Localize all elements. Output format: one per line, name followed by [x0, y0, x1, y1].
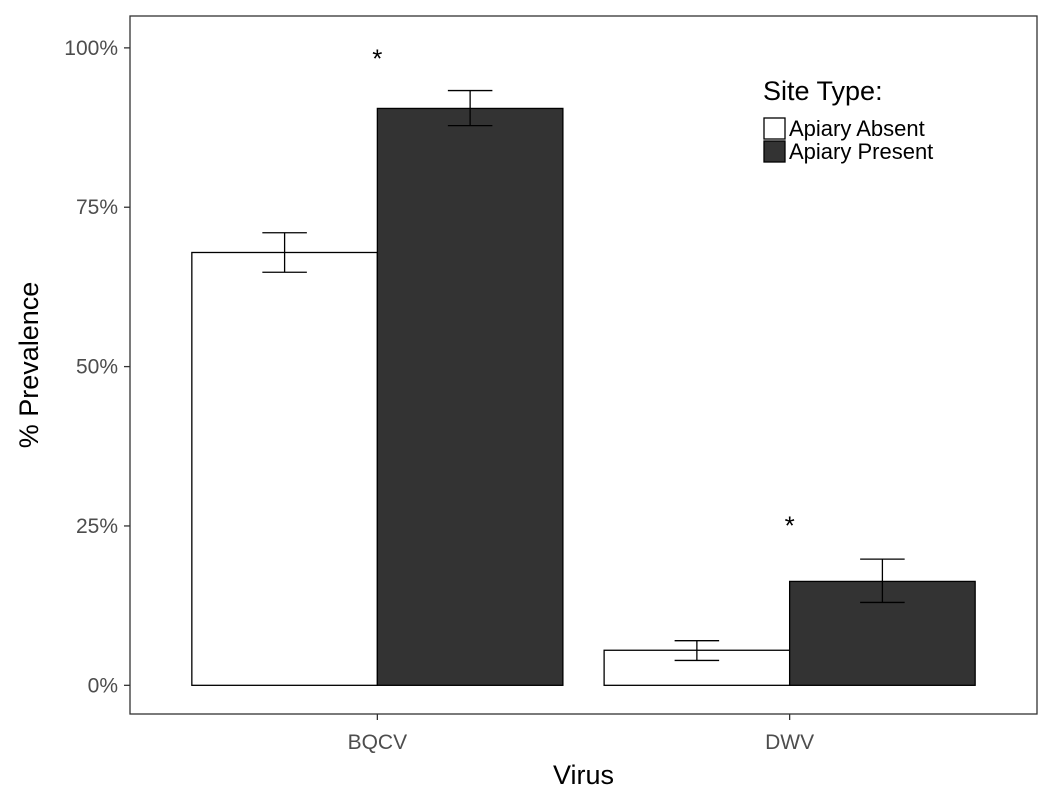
bar-apiary-present-bqcv	[376, 107, 564, 686]
y-axis: 0% 25% 50% 75% 100%	[64, 37, 130, 697]
legend-swatch-apiary-present	[763, 140, 786, 163]
legend-swatch-apiary-absent	[763, 117, 786, 140]
x-axis-title: Virus	[553, 760, 614, 790]
chart-marks: **	[191, 43, 976, 686]
plot-panel-border	[129, 15, 1038, 715]
legend-label-apiary-present: Apiary Present	[789, 139, 933, 164]
error-bar-apiary-present-bqcv	[447, 89, 493, 127]
y-tick-label: 0%	[88, 674, 118, 697]
error-bar-apiary-absent-dwv	[674, 640, 720, 662]
legend-label-apiary-absent: Apiary Absent	[789, 116, 925, 141]
error-bar-apiary-present-dwv	[860, 558, 905, 604]
y-tick-label: 75%	[76, 196, 118, 219]
x-axis: BQCV DWV	[348, 714, 814, 754]
x-tick-label-bqcv: BQCV	[348, 731, 408, 754]
x-tick-label-dwv: DWV	[765, 731, 814, 754]
bar-apiary-absent-bqcv	[191, 251, 379, 686]
y-axis-title: % Prevalence	[14, 282, 44, 449]
y-tick-label: 50%	[76, 356, 118, 379]
significance-marker-dwv: *	[785, 511, 795, 541]
legend-title: Site Type:	[763, 76, 883, 106]
error-bar-apiary-absent-bqcv	[262, 232, 307, 273]
y-tick-label: 25%	[76, 515, 118, 538]
y-tick-label: 100%	[64, 37, 118, 60]
significance-marker-bqcv: *	[372, 43, 382, 73]
